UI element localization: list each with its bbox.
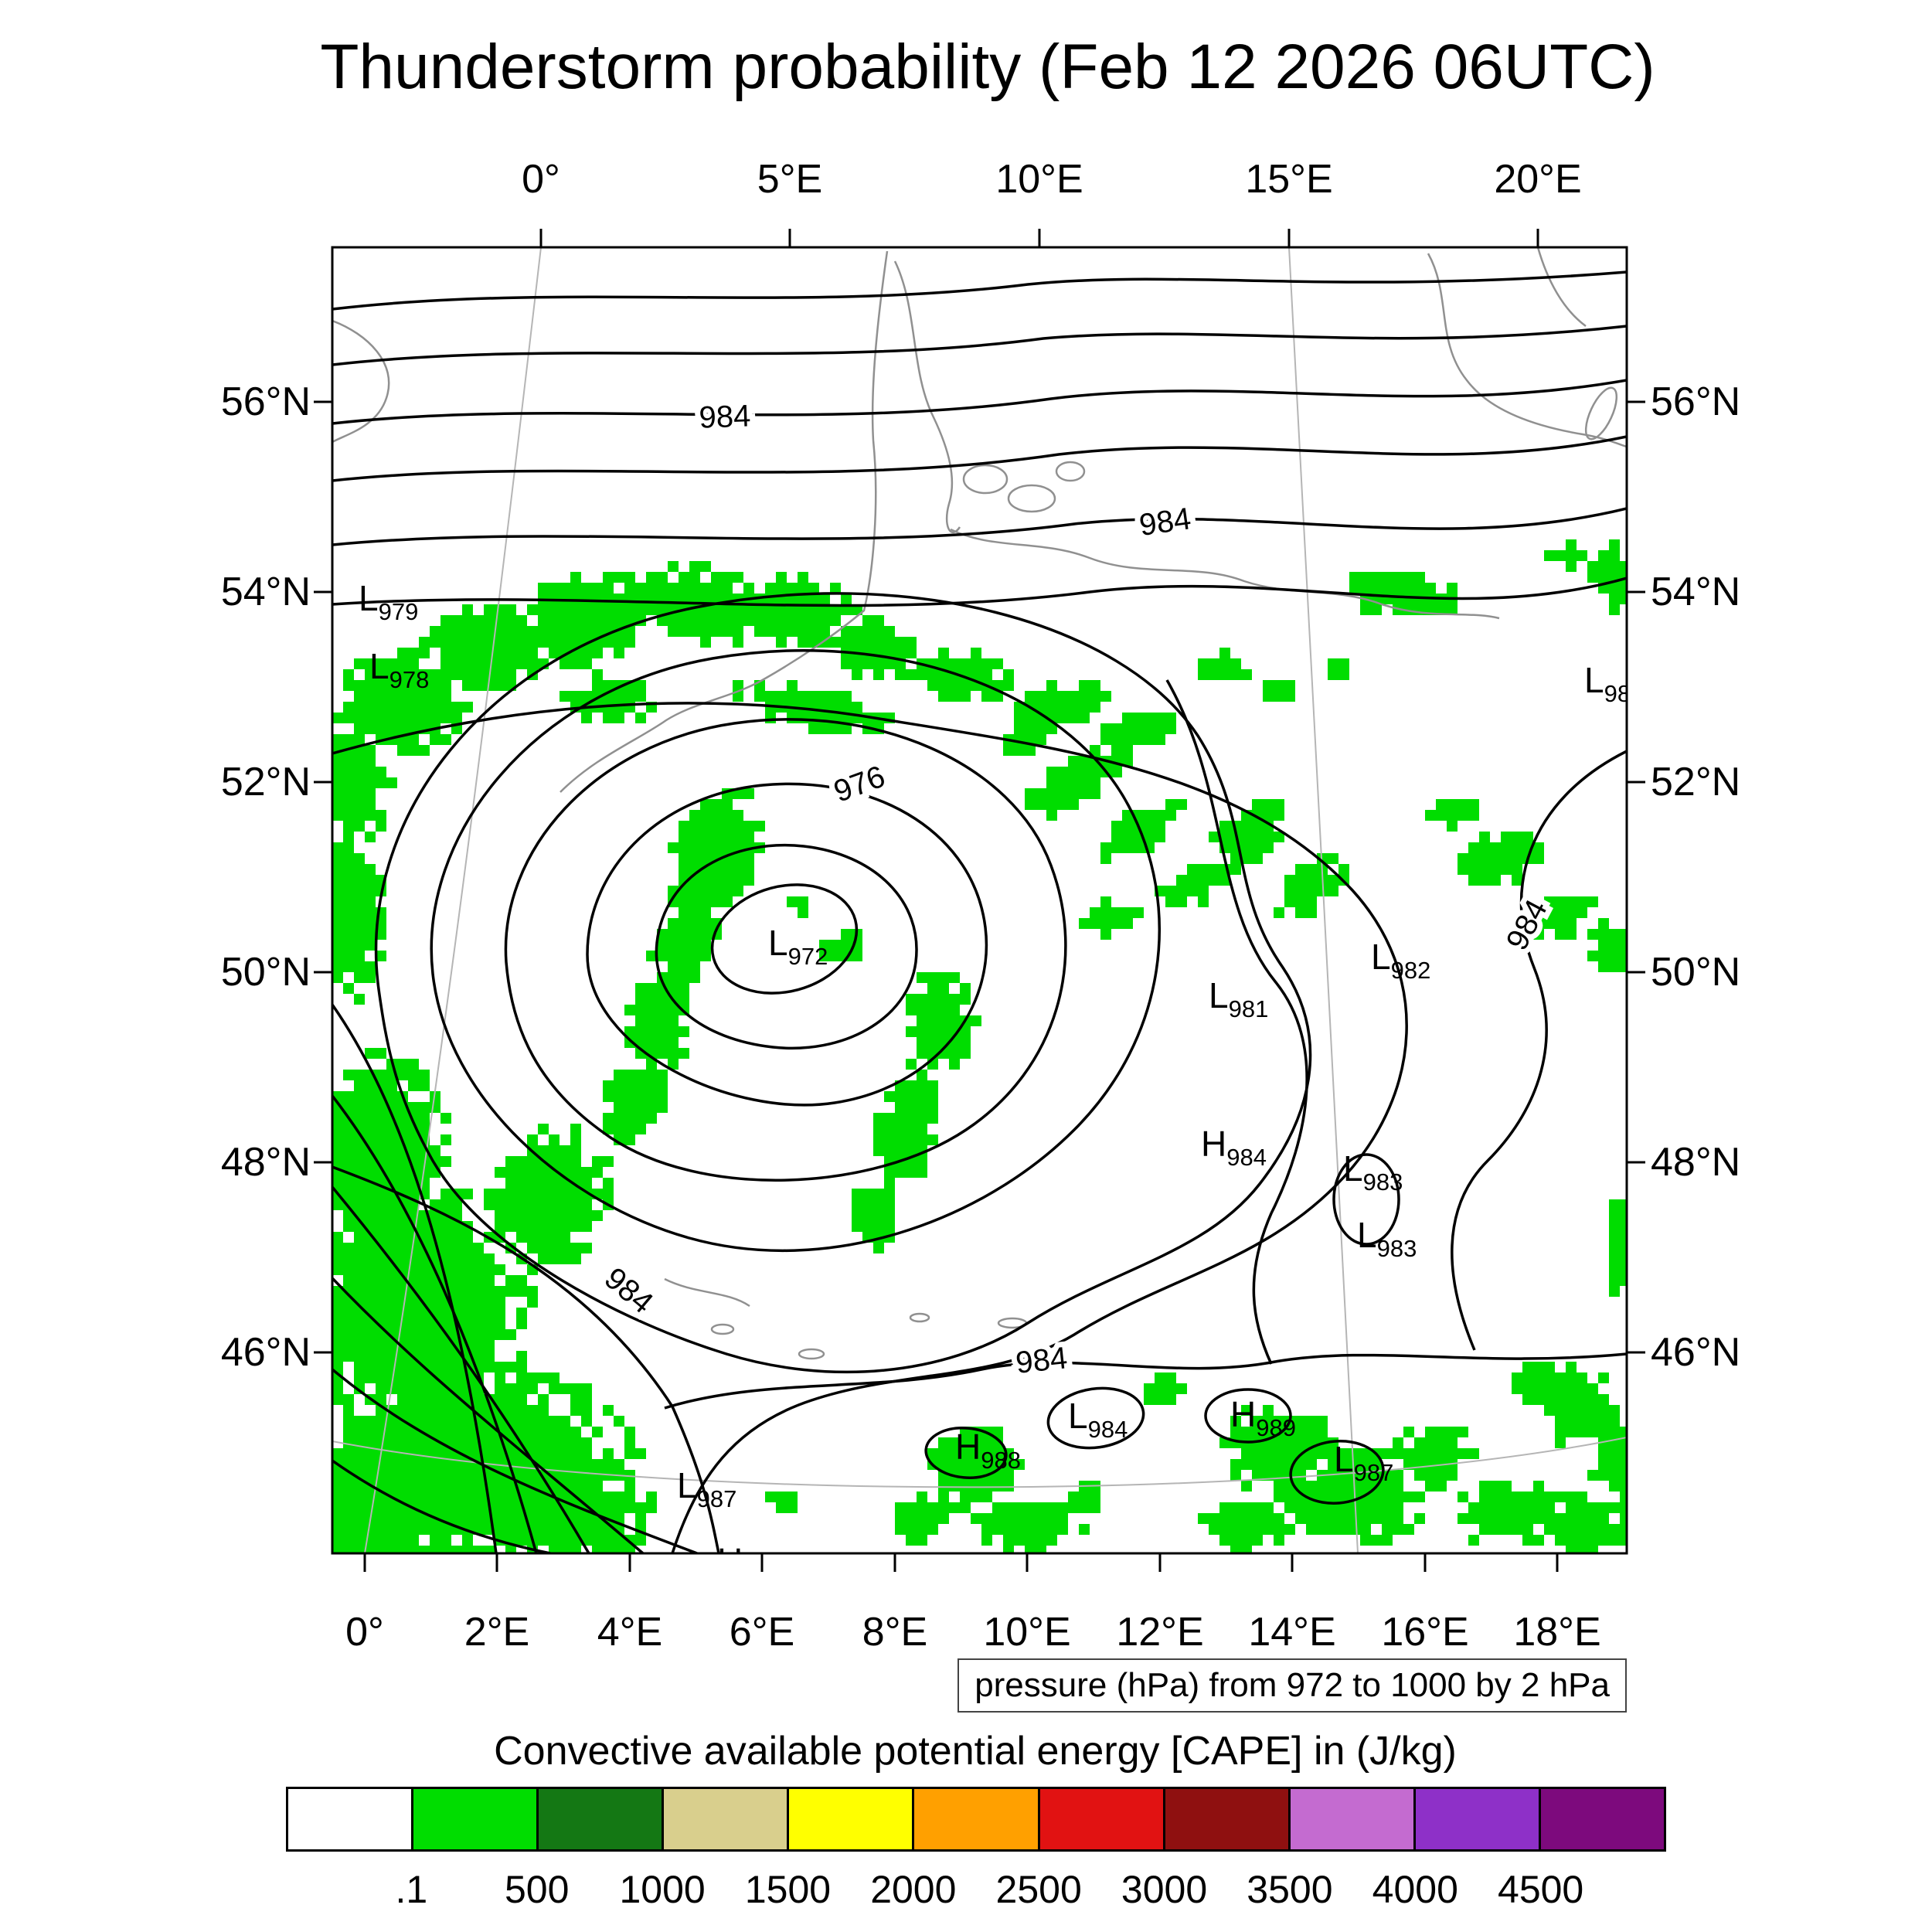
colorbar-tick-label: 4000: [1372, 1868, 1458, 1911]
pressure-center-label: L982: [1371, 937, 1430, 984]
pressure-center-label: L979: [359, 578, 418, 625]
colorbar-cell: [413, 1789, 539, 1849]
plot-title: Thunderstorm probability (Feb 12 2026 06…: [320, 32, 1655, 102]
left-axis-label: 56°N: [220, 379, 311, 424]
bottom-axis-label: 0°: [345, 1610, 384, 1655]
right-axis-label: 50°N: [1651, 950, 1741, 995]
cape-shading: [332, 539, 1627, 1553]
colorbar-tick-label: 3500: [1247, 1868, 1333, 1911]
graticule-lines: [332, 247, 1627, 1553]
colorbar-cell: [1165, 1789, 1291, 1849]
bottom-axis-label: 8°E: [862, 1610, 928, 1655]
bottom-axis-label: 12°E: [1116, 1610, 1204, 1655]
colorbar-cell: [914, 1789, 1040, 1849]
colorbar-cell: [1540, 1789, 1665, 1849]
colorbar-cell: [288, 1789, 414, 1849]
pressure-range-caption: pressure (hPa) from 972 to 1000 by 2 hPa: [957, 1658, 1627, 1713]
bottom-axis-label: 2°E: [464, 1610, 530, 1655]
contour-label: 984: [598, 1261, 659, 1321]
colorbar-tick-label: 2500: [995, 1868, 1082, 1911]
colorbar-cell: [1415, 1789, 1541, 1849]
right-axis-label: 52°N: [1651, 760, 1741, 804]
top-axis-label: 5°E: [757, 157, 823, 202]
left-axis-label: 50°N: [220, 950, 311, 995]
colorbar-tick-label: .1: [395, 1868, 428, 1911]
colorbar-cell: [789, 1789, 915, 1849]
pressure-center-label: H988: [717, 1541, 783, 1588]
colorbar-title: Convective available potential energy [C…: [494, 1729, 1457, 1774]
left-axis-label: 54°N: [220, 570, 311, 614]
colorbar-tick-label: 1000: [619, 1868, 706, 1911]
bottom-axis-label: 14°E: [1248, 1610, 1336, 1655]
left-axis-label: 52°N: [220, 760, 311, 804]
pressure-center-label: L983: [1584, 660, 1644, 707]
bottom-axis-label: 10°E: [983, 1610, 1071, 1655]
colorbar-tick-label: 500: [505, 1868, 570, 1911]
colorbar-tick-labels: .1 500 1000 1500 2000 2500 3000 3500 4000 4500: [286, 1867, 1666, 1917]
left-axis-label: 46°N: [220, 1330, 311, 1375]
map-frame: [331, 246, 1628, 1555]
pressure-center-label: L972: [768, 923, 828, 970]
colorbar-cell: [539, 1789, 665, 1849]
pressure-center-label: L983: [1357, 1215, 1417, 1262]
colorbar-cell: [1039, 1789, 1165, 1849]
right-axis-label: 54°N: [1651, 570, 1741, 614]
pressure-center-label: L987: [677, 1465, 736, 1512]
top-axis-label: 15°E: [1245, 157, 1333, 202]
right-axis-label: 56°N: [1651, 379, 1741, 424]
pressure-center-label: L984: [1068, 1396, 1128, 1443]
bottom-axis-label: 4°E: [597, 1610, 663, 1655]
left-axis-label: 48°N: [220, 1140, 311, 1185]
colorbar-tick-label: 4500: [1498, 1868, 1584, 1911]
pressure-center-label: H984: [1201, 1124, 1267, 1171]
colorbar-tick-label: 3000: [1121, 1868, 1208, 1911]
coastlines: [332, 247, 1627, 1360]
pressure-center-label: L981: [1209, 975, 1268, 1022]
pressure-contours: [332, 270, 1627, 1553]
contour-label: 984: [699, 399, 751, 434]
right-axis-label: 46°N: [1651, 1330, 1741, 1375]
bottom-axis-label: 18°E: [1513, 1610, 1601, 1655]
colorbar-tick-label: 2000: [870, 1868, 957, 1911]
pressure-center-label: L983: [1343, 1148, 1403, 1196]
pressure-center-label: H989: [1230, 1394, 1296, 1441]
colorbar-cell: [1290, 1789, 1416, 1849]
cape-colorbar: [286, 1787, 1666, 1852]
contour-label: 984: [1014, 1341, 1069, 1380]
map-tick-marks: [314, 229, 1645, 1572]
top-axis-label: 10°E: [995, 157, 1083, 202]
colorbar-tick-label: 1500: [744, 1868, 832, 1911]
top-axis-label: 20°E: [1494, 157, 1582, 202]
bottom-axis-label: 16°E: [1381, 1610, 1469, 1655]
contour-label: 984: [1138, 502, 1193, 543]
bottom-axis-label: 6°E: [729, 1610, 795, 1655]
top-axis-label: 0°: [522, 157, 560, 202]
colorbar-cell: [664, 1789, 790, 1849]
right-axis-label: 48°N: [1651, 1140, 1741, 1185]
